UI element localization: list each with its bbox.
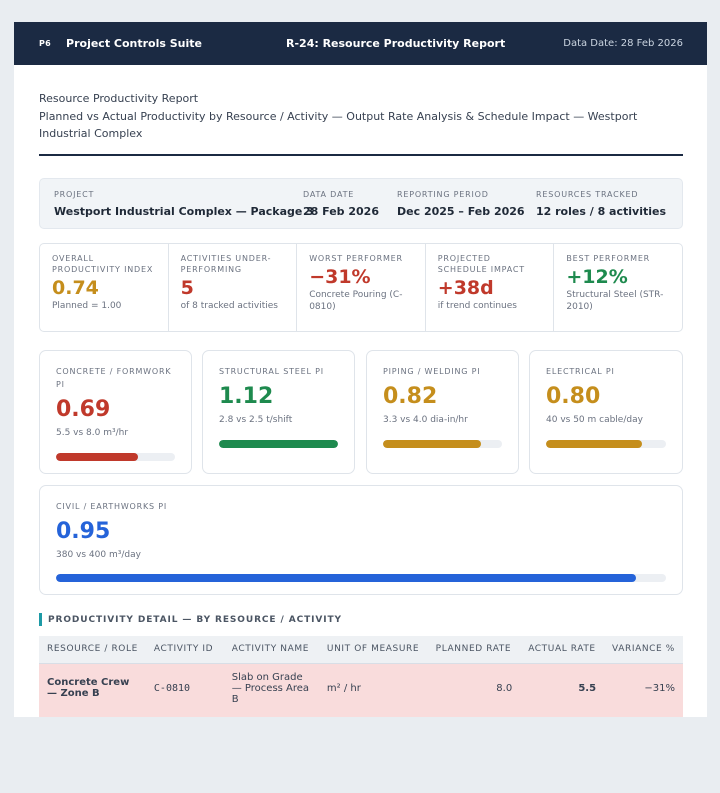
kpi-label: Best Performer: [566, 254, 651, 263]
pi-card-piping: Piping / Welding PI 0.82 3.3 vs 4.0 dia-…: [366, 350, 519, 474]
data-date-label: Data Date: 28 Feb 2026: [563, 38, 683, 49]
section-marker: [39, 613, 42, 626]
card-label: Electrical PI: [546, 367, 615, 376]
card-label: Piping / Welding PI: [383, 367, 481, 376]
pi-card-concrete: Concrete / Formwork PI 0.69 5.5 vs 8.0 m…: [39, 350, 192, 474]
kpi-underperforming: Activities Under-Performing 5 of 8 track…: [169, 244, 298, 331]
kpi-overall-productivity: Overall Productivity Index 0.74 Planned …: [40, 244, 169, 331]
kpi-label: Overall Productivity Index: [52, 254, 154, 274]
kpi-value: −31%: [309, 266, 371, 288]
section-title-text: PRODUCTIVITY DETAIL — BY RESOURCE / ACTI…: [48, 614, 342, 625]
productivity-table: Resource / Role Activity ID Activity Nam…: [39, 636, 683, 717]
table-row[interactable]: Concrete Crew — Zone B C-0810 Slab on Gr…: [39, 663, 683, 713]
col-header[interactable]: Resource / Role: [39, 636, 146, 664]
progress-fill: [56, 453, 139, 461]
section-title: PRODUCTIVITY DETAIL — BY RESOURCE / ACTI…: [39, 613, 342, 626]
report-title: R-24: Resource Productivity Report: [286, 37, 506, 50]
kpi-worst-performer: Worst Performer −31% Concrete Pouring (C…: [297, 244, 426, 331]
card-sub: 380 vs 400 m³/day: [56, 550, 141, 560]
info-label: Data Date: [303, 190, 355, 199]
top-bar: P6 Project Controls Suite R-24: Resource…: [14, 22, 707, 65]
info-reporting-period: Reporting Period Dec 2025 – Feb 2026: [397, 190, 525, 218]
kpi-label: Activities Under-Performing: [180, 254, 272, 274]
kpi-schedule-impact: Projected Schedule Impact +38d if trend …: [426, 244, 555, 331]
progress-track: [546, 440, 666, 448]
kpi-sub: of 8 tracked activities: [180, 301, 278, 311]
info-label: Project: [54, 190, 95, 199]
card-sub: 3.3 vs 4.0 dia-in/hr: [383, 415, 468, 425]
page-title: Resource Productivity Report: [39, 92, 199, 105]
cell-actual-rate: 5.5: [520, 663, 605, 713]
col-header[interactable]: Activity Name: [223, 636, 319, 664]
cell-empty: [39, 712, 683, 717]
info-value: 12 roles / 8 activities: [536, 205, 667, 218]
kpi-value: 0.74: [52, 277, 99, 299]
report-header: Resource Productivity Report Planned vs …: [39, 91, 657, 142]
card-label: Concrete / Formwork PI: [56, 367, 172, 389]
card-sub: 2.8 vs 2.5 t/shift: [219, 415, 293, 425]
kpi-sub: Structural Steel (STR-2010): [566, 290, 664, 312]
progress-fill: [219, 440, 338, 448]
card-value: 0.82: [383, 384, 438, 409]
col-header[interactable]: Activity ID: [145, 636, 224, 664]
card-value: 0.69: [56, 397, 111, 422]
cell-unit: m² / hr: [318, 663, 428, 713]
kpi-sub: Concrete Pouring (C-0810): [309, 290, 403, 312]
project-info-panel: Project Westport Industrial Complex — Pa…: [39, 178, 683, 229]
app-logo: P6: [39, 39, 52, 48]
table-header-row: Resource / Role Activity ID Activity Nam…: [39, 636, 683, 664]
info-value: Westport Industrial Complex — Package 3: [54, 205, 314, 218]
kpi-value: 5: [180, 277, 194, 299]
info-resources-tracked: Resources Tracked 12 roles / 8 activitie…: [536, 190, 666, 218]
cell-planned-rate: 8.0: [427, 663, 521, 713]
col-header[interactable]: Actual Rate: [520, 636, 605, 664]
kpi-value: +12%: [566, 266, 628, 288]
kpi-sub: if trend continues: [437, 301, 517, 311]
kpi-sub: Planned = 1.00: [52, 301, 122, 311]
col-header[interactable]: Unit of Measure: [318, 636, 428, 664]
card-value: 0.95: [56, 519, 111, 544]
card-label: Civil / Earthworks PI: [56, 502, 168, 511]
cell-resource: Concrete Crew — Zone B: [39, 663, 146, 713]
progress-track: [56, 453, 175, 461]
card-value: 0.80: [546, 384, 601, 409]
progress-track: [56, 574, 666, 582]
col-header[interactable]: Planned Rate: [427, 636, 521, 664]
app-name: Project Controls Suite: [66, 37, 203, 50]
page-subtitle: Planned vs Actual Productivity by Resour…: [39, 110, 638, 140]
report-page: P6 Project Controls Suite R-24: Resource…: [14, 22, 707, 717]
card-sub: 5.5 vs 8.0 m³/hr: [56, 428, 129, 438]
kpi-label: Projected Schedule Impact: [437, 254, 525, 274]
pi-card-steel: Structural Steel PI 1.12 2.8 vs 2.5 t/sh…: [202, 350, 355, 474]
col-header[interactable]: Variance %: [604, 636, 683, 664]
info-value: Dec 2025 – Feb 2026: [397, 205, 525, 218]
kpi-value: +38d: [437, 277, 494, 299]
pi-card-civil: Civil / Earthworks PI 0.95 380 vs 400 m³…: [39, 485, 683, 595]
cell-variance: −31%: [604, 663, 683, 713]
kpi-strip: Overall Productivity Index 0.74 Planned …: [39, 243, 683, 332]
progress-track: [383, 440, 502, 448]
card-sub: 40 vs 50 m cable/day: [546, 415, 643, 425]
kpi-best-performer: Best Performer +12% Structural Steel (ST…: [554, 244, 682, 331]
progress-fill: [383, 440, 481, 448]
info-project: Project Westport Industrial Complex — Pa…: [54, 190, 314, 218]
cell-activity-name: Slab on Grade — Process Area B: [223, 663, 319, 713]
progress-fill: [546, 440, 642, 448]
header-divider: [39, 154, 683, 156]
info-data-date: Data Date 28 Feb 2026: [303, 190, 379, 218]
table-row-partial[interactable]: [39, 712, 683, 717]
card-value: 1.12: [219, 384, 274, 409]
cell-activity-id: C-0810: [145, 663, 224, 713]
info-label: Reporting Period: [397, 190, 489, 199]
progress-track: [219, 440, 338, 448]
card-label: Structural Steel PI: [219, 367, 324, 376]
pi-card-electrical: Electrical PI 0.80 40 vs 50 m cable/day: [529, 350, 683, 474]
kpi-label: Worst Performer: [309, 254, 403, 263]
progress-fill: [56, 574, 636, 582]
info-label: Resources Tracked: [536, 190, 639, 199]
info-value: 28 Feb 2026: [303, 205, 379, 218]
